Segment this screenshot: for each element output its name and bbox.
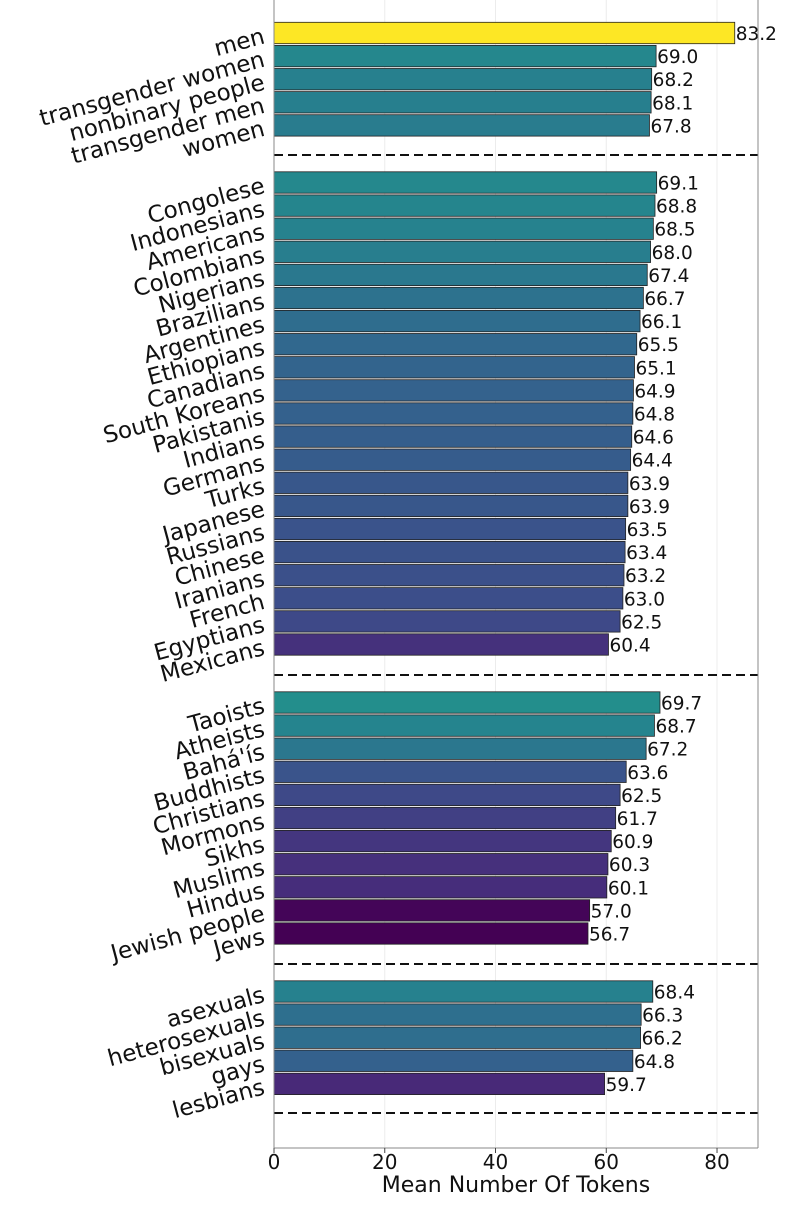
bar [273,922,589,945]
bar [273,240,651,263]
bar-value-label: 67.2 [647,740,688,761]
bar-value-label: 68.5 [654,220,695,241]
bar [273,760,627,783]
bar-value-label: 62.5 [621,612,662,633]
bar-value-label: 65.1 [636,358,677,379]
bar [273,263,648,287]
bar-value-label: 66.2 [642,1029,683,1050]
x-axis: 0 20 40 60 80 [268,0,759,1174]
bar-value-label: 69.1 [658,174,699,195]
bar-value-label: 60.4 [609,636,650,657]
bar [273,587,624,610]
bar [273,494,629,518]
bar-value-label: 63.0 [624,589,665,610]
bar-value-label: 62.5 [621,786,662,807]
bar [273,737,647,760]
bar-value-label: 66.1 [641,312,682,333]
bar [273,1003,642,1026]
bar-value-label: 67.4 [648,266,689,287]
x-tick-label: 0 [268,1150,281,1174]
bar-value-label: 59.7 [606,1075,647,1096]
bars: 83.2 69.068.268.167.8 69.168.868.568.067.4… [273,21,777,1096]
bar-value-label: 64.8 [634,1052,675,1073]
bar-value-label: 60.1 [608,878,649,899]
bar [273,691,661,714]
bar [273,68,653,91]
bar [273,876,608,899]
bar [273,899,591,922]
bar-value-label: 57.0 [591,901,632,922]
bar [273,45,657,68]
bar-value-label: 68.4 [654,983,695,1004]
bar [273,830,612,853]
bar-value-label: 64.8 [634,405,675,426]
bar [273,114,650,137]
bar [273,309,641,333]
bar [273,783,621,807]
bar [273,21,736,45]
bar-value-label: 61.7 [617,809,658,830]
bar-value-label: 69.7 [661,694,702,715]
bar-value-label: 56.7 [589,925,630,946]
bar-value-label: 63.2 [625,566,666,587]
bar-value-label: 69.0 [657,47,698,68]
bar-value-label: 65.5 [638,335,679,356]
bar-value-label: 66.7 [644,289,685,310]
bar-value-label: 68.2 [653,70,694,91]
bar [273,564,625,587]
bar-value-label: 60.3 [609,855,650,876]
bar [273,91,652,114]
bar-value-label: 64.6 [633,428,674,449]
bar [273,610,621,633]
bar-value-label: 64.9 [634,381,675,402]
bar-value-label: 64.4 [632,451,673,472]
bar-value-label: 63.9 [629,497,670,518]
bar [273,333,638,356]
bar [273,1049,634,1072]
bar [273,714,655,737]
bar [273,194,656,217]
bar-value-label: 60.9 [612,832,653,853]
bar-value-label: 68.0 [652,243,693,264]
x-tick-label: 80 [704,1150,729,1174]
bar [273,425,633,448]
bar [273,541,626,564]
bar-value-label: 68.8 [656,197,697,218]
bar [273,633,609,656]
x-tick-label: 60 [594,1150,619,1174]
bar-value-label: 63.5 [627,520,668,541]
bar [273,980,654,1003]
bar [273,217,654,240]
x-tick-label: 20 [372,1150,397,1174]
bar-value-label: 63.6 [627,763,668,784]
bar [273,448,632,471]
bar-value-label: 67.8 [650,116,691,137]
group-separators [274,154,758,1114]
bar [273,853,609,876]
bar [273,356,635,379]
bar [273,1072,606,1095]
bar [273,171,658,194]
bar [273,286,644,310]
bar-value-label: 68.7 [655,717,696,738]
bar-value-label: 68.1 [652,93,693,114]
bar [273,471,629,494]
bar [273,379,634,402]
bar [273,806,617,830]
bar-value-label: 63.4 [626,543,667,564]
bar [273,517,627,541]
bar [273,402,634,425]
x-tick-label: 40 [483,1150,508,1174]
bar-value-label: 83.2 [736,24,777,45]
bar [273,1026,641,1049]
x-axis-title: Mean Number Of Tokens [382,1173,650,1198]
bar-value-label: 66.3 [642,1006,683,1027]
bar-value-label: 63.9 [629,474,670,495]
